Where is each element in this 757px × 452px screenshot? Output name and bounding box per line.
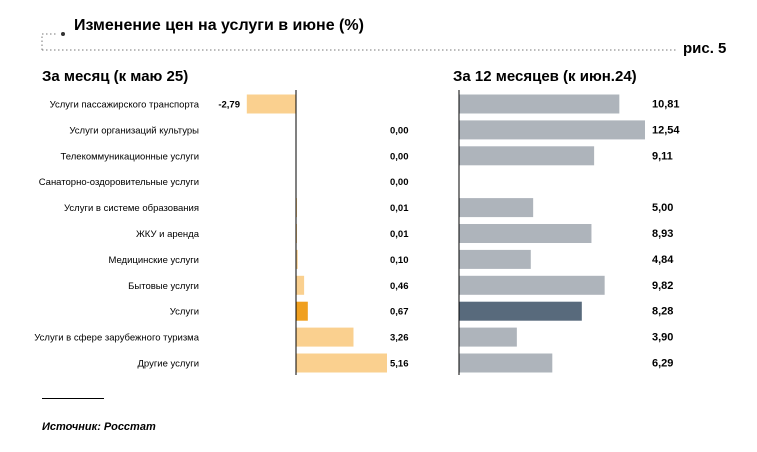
annual-bar <box>459 94 620 114</box>
annual-value-label: 5,00 <box>652 202 673 214</box>
monthly-value-label: 0,10 <box>390 255 409 266</box>
category-label: Медицинские услуги <box>108 255 199 266</box>
monthly-value-label: 0,00 <box>390 177 409 188</box>
monthly-bar <box>296 327 354 347</box>
chart-title: Изменение цен на услуги в июне (%) <box>74 17 364 34</box>
monthly-value-labels: -2,79 0,00 0,00 0,00 0,01 0,01 0,10 0,46 0,67 3,2… <box>218 100 409 370</box>
annual-value-label: 3,90 <box>652 332 673 344</box>
category-label: Бытовые услуги <box>128 281 199 292</box>
annual-bar <box>459 224 592 243</box>
annual-value-label: 12,54 <box>652 124 680 136</box>
annual-bar <box>459 198 534 218</box>
monthly-value-label: 0,67 <box>390 307 409 318</box>
category-labels: Услуги пассажирского транспорта Услуги ор… <box>34 100 199 370</box>
category-label: Услуги в сфере зарубежного туризма <box>34 333 199 344</box>
monthly-value-label: 0,00 <box>390 151 409 162</box>
monthly-value-label: 0,00 <box>390 125 409 136</box>
annual-value-label: 10,81 <box>652 99 680 111</box>
annual-value-labels: 10,81 12,54 9,11 5,00 8,93 4,84 9,82 8,28 3,90 6,… <box>652 99 680 370</box>
annual-bar <box>459 120 645 140</box>
annual-value-label: 6,29 <box>652 358 673 370</box>
monthly-bar <box>246 94 296 114</box>
monthly-value-label: 5,16 <box>390 359 409 370</box>
monthly-bar <box>296 353 387 373</box>
figure-label: рис. 5 <box>683 40 727 57</box>
left-panel-title: За месяц (к маю 25) <box>42 68 189 85</box>
monthly-value-label: 0,46 <box>390 281 409 292</box>
annual-value-label: 8,28 <box>652 306 673 318</box>
source-divider <box>42 398 104 399</box>
annual-bars <box>459 94 645 373</box>
source-note: Источник: Росстат <box>42 421 156 433</box>
annual-bar <box>459 146 595 166</box>
category-label: Санаторно-оздоровительные услуги <box>39 177 199 188</box>
monthly-bars <box>246 94 387 373</box>
monthly-value-label: -2,79 <box>218 100 240 111</box>
annual-bar <box>459 353 553 373</box>
annual-bar <box>459 327 517 347</box>
category-label: Услуги пассажирского транспорта <box>50 100 200 111</box>
annual-value-label: 9,11 <box>652 150 673 162</box>
annual-bar <box>459 249 531 269</box>
category-label: Другие услуги <box>137 359 199 370</box>
category-label: Телекоммуникационные услуги <box>61 151 199 162</box>
monthly-bar <box>296 249 298 269</box>
monthly-value-label: 0,01 <box>390 229 409 240</box>
category-label: Услуги в системе образования <box>64 203 199 214</box>
annual-value-label: 4,84 <box>652 254 674 266</box>
annual-bar <box>459 275 605 295</box>
annual-bar <box>459 301 582 321</box>
monthly-value-label: 3,26 <box>390 333 409 344</box>
monthly-value-label: 0,01 <box>390 203 409 214</box>
category-label: Услуги организаций культуры <box>69 125 199 136</box>
annual-value-label: 9,82 <box>652 280 673 292</box>
monthly-bar <box>296 301 308 321</box>
annual-value-label: 8,93 <box>652 228 673 240</box>
category-label: ЖКУ и аренда <box>136 229 200 240</box>
monthly-bar <box>296 275 305 295</box>
right-panel-title: За 12 месяцев (к июн.24) <box>453 68 637 85</box>
category-label: Услуги <box>170 307 199 318</box>
